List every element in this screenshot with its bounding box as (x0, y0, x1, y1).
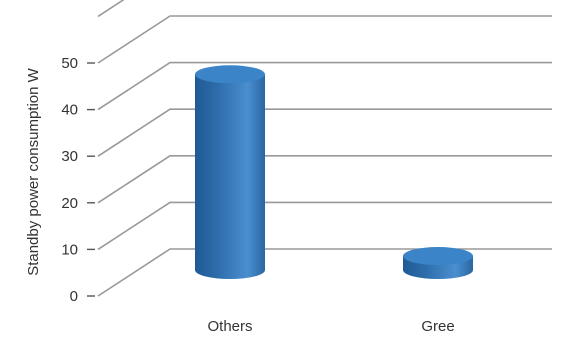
bar (195, 65, 265, 279)
x-category-label: Gree (421, 318, 454, 335)
x-category-label: Others (207, 318, 252, 335)
bar (403, 247, 473, 279)
grid-layer (97, 0, 552, 297)
y-tick-label: 50 (61, 55, 78, 72)
bar-layer (195, 65, 473, 279)
gridline (97, 155, 552, 204)
gridline (97, 61, 552, 111)
y-tick-label: 0 (70, 288, 78, 305)
gridline (97, 108, 552, 157)
bar-top (195, 65, 265, 84)
bar-top (403, 247, 473, 266)
y-tick-label: 30 (61, 148, 78, 165)
bar-body (195, 74, 265, 279)
gridline (97, 15, 552, 64)
y-tick-layer: 0 10 20 30 40 50 (61, 55, 95, 305)
gridline (97, 248, 552, 297)
y-axis-title: Standby power consumption W (25, 67, 42, 275)
y-tick-label: 40 (61, 102, 78, 119)
y-tick-label: 10 (61, 241, 78, 258)
category-label-layer: Others Gree (207, 318, 454, 335)
gridline (97, 0, 125, 18)
gridline (97, 201, 552, 251)
y-tick-label: 20 (61, 195, 78, 212)
